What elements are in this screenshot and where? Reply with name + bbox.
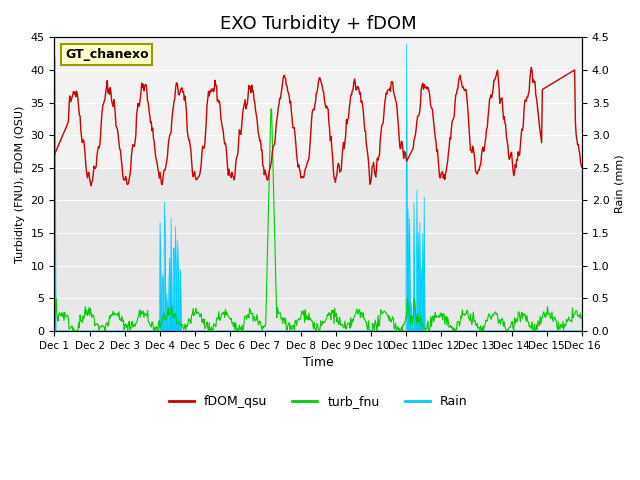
Legend: fDOM_qsu, turb_fnu, Rain: fDOM_qsu, turb_fnu, Rain bbox=[164, 390, 472, 413]
Title: EXO Turbidity + fDOM: EXO Turbidity + fDOM bbox=[220, 15, 417, 33]
Y-axis label: Turbidity (FNU), fDOM (QSU): Turbidity (FNU), fDOM (QSU) bbox=[15, 106, 25, 263]
X-axis label: Time: Time bbox=[303, 356, 333, 369]
Text: GT_chanexo: GT_chanexo bbox=[65, 48, 148, 61]
Bar bbox=[54, 37, 582, 168]
Y-axis label: Rain (mm): Rain (mm) bbox=[615, 155, 625, 214]
